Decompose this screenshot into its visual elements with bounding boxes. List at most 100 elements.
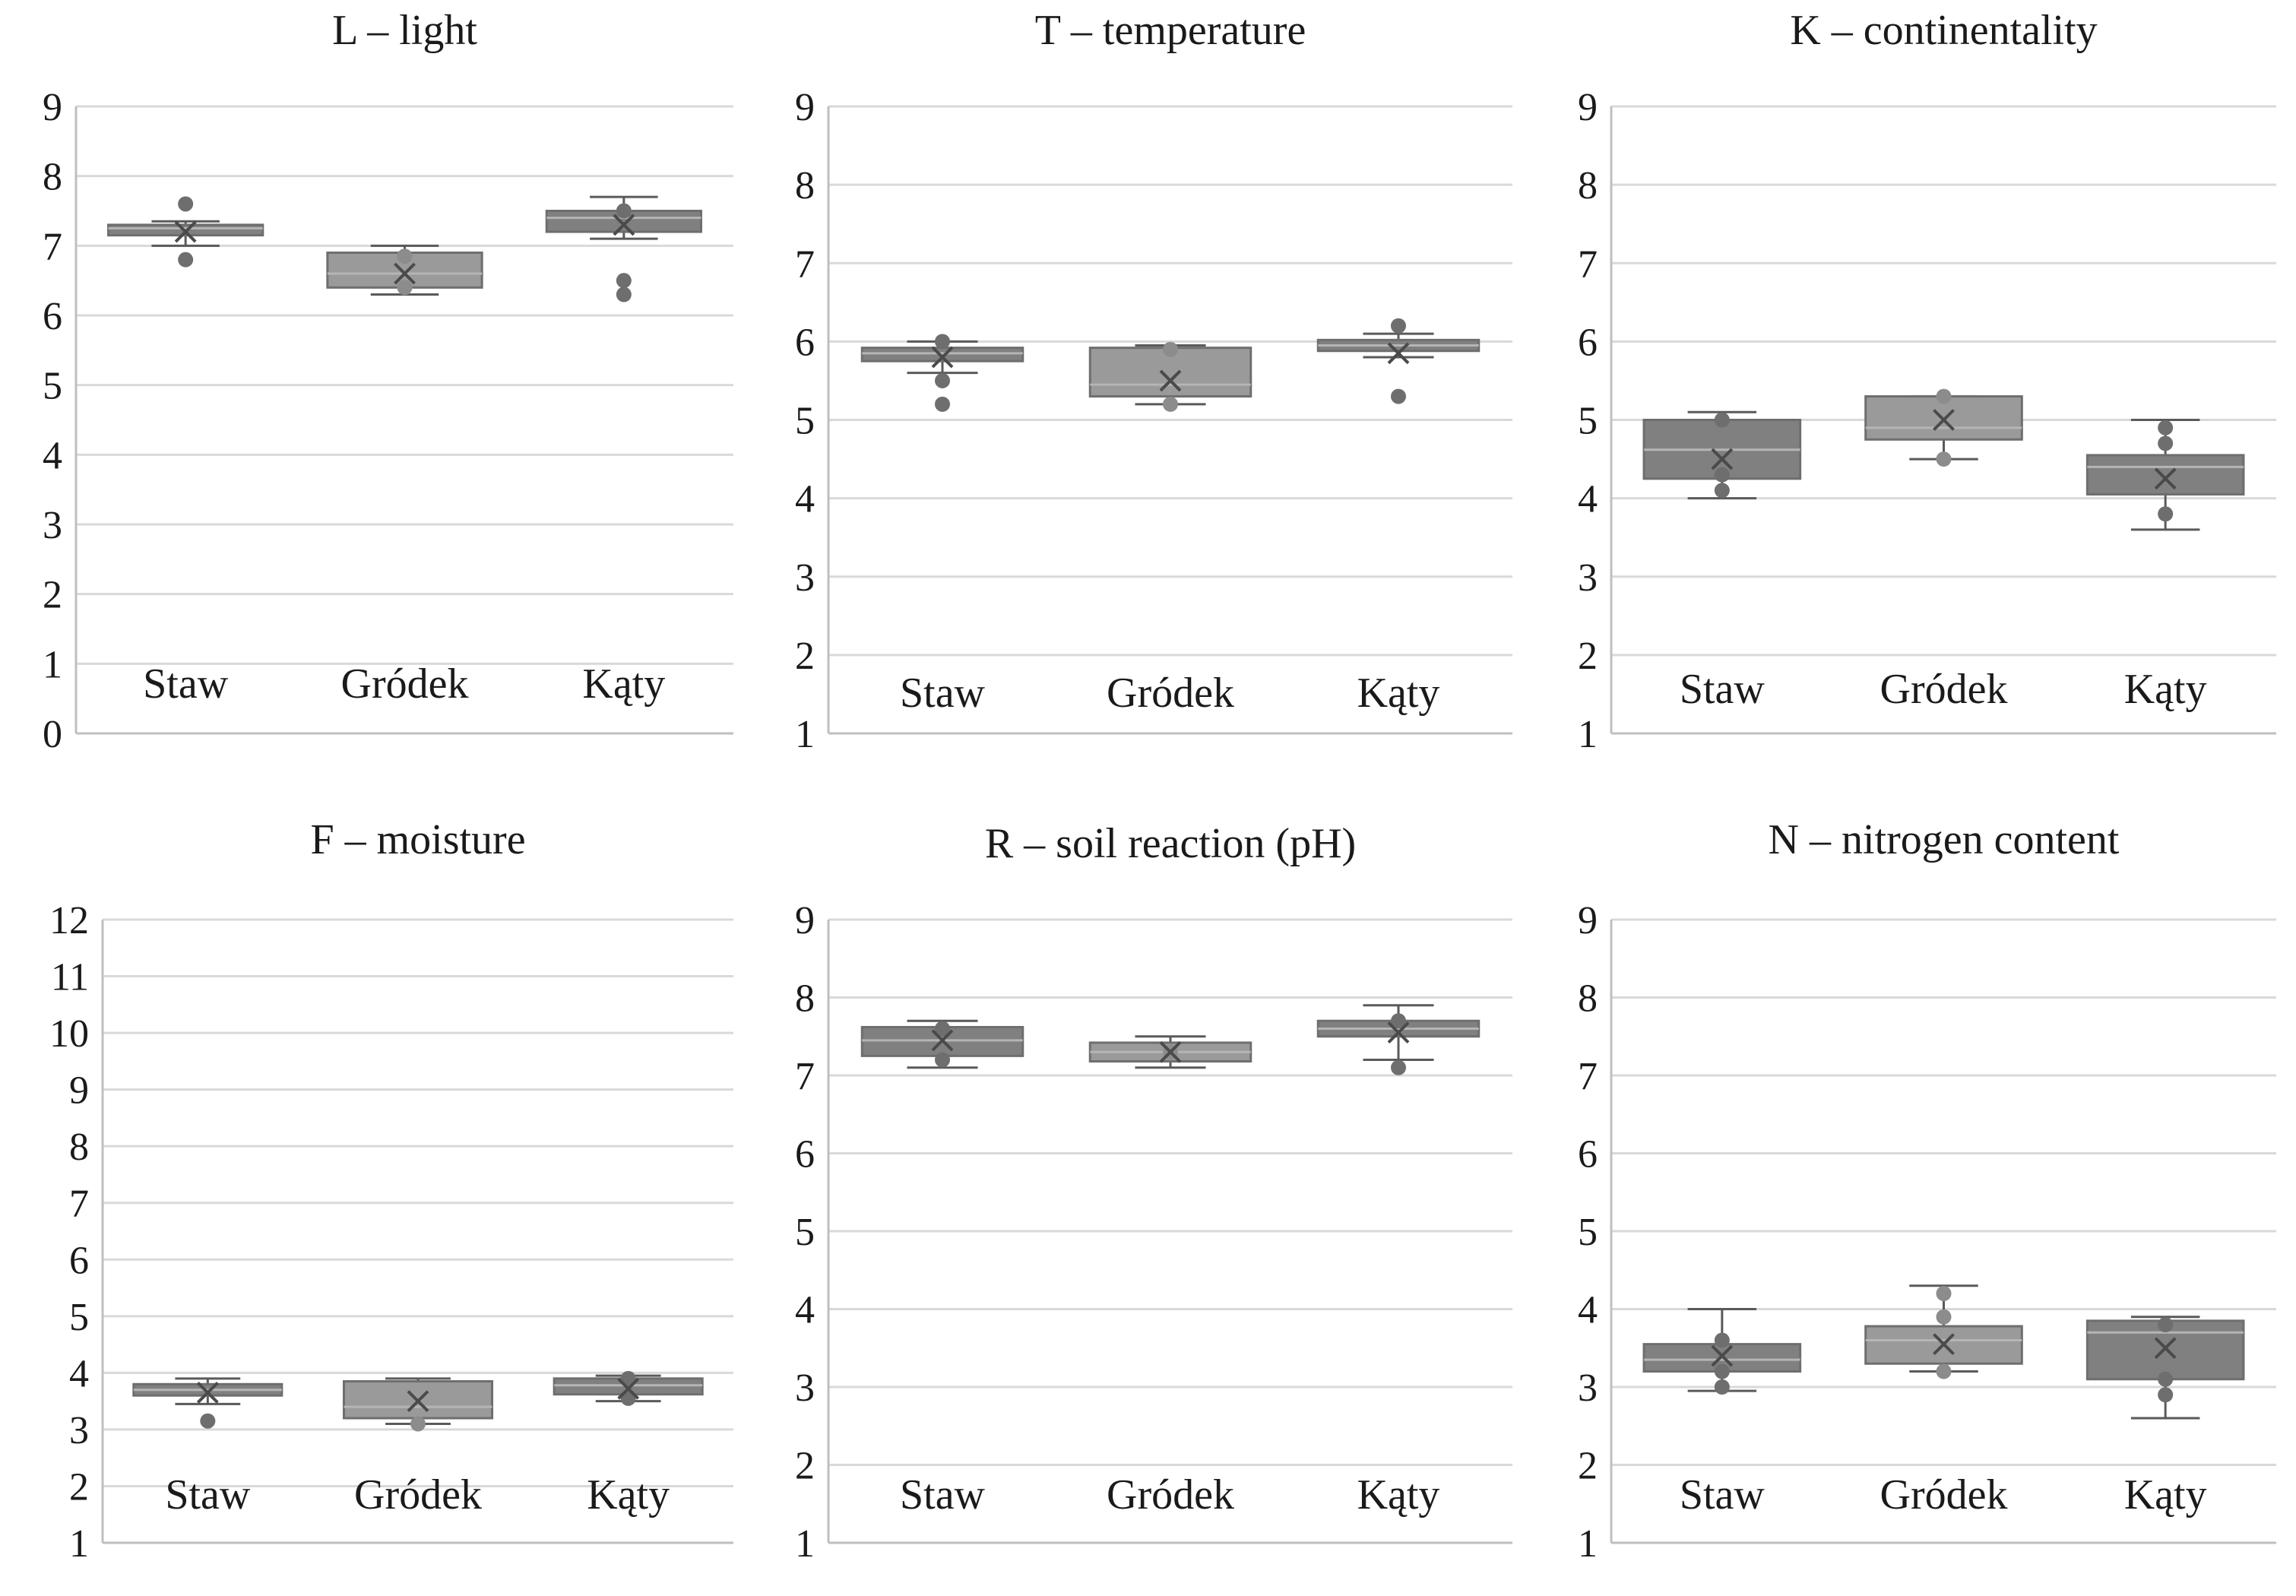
chart-temperature-box-grodek (1088, 341, 1253, 412)
chart-light-box-katy (545, 195, 702, 302)
chart-nitrogen-outlier-point (1714, 1363, 1730, 1379)
chart-nitrogen-outlier-point (1936, 1363, 1952, 1379)
chart-moisture-ytick-label: 4 (69, 1352, 89, 1395)
chart-soil-reaction-title: R – soil reaction (pH) (985, 820, 1356, 867)
chart-moisture-ytick-label: 11 (51, 956, 89, 999)
chart-moisture-category-label: Staw (165, 1471, 251, 1518)
chart-nitrogen-outlier-point (2158, 1387, 2174, 1403)
chart-moisture-box-grodek (342, 1377, 494, 1432)
chart-light-ytick-label: 0 (43, 713, 62, 756)
chart-soil-reaction-mean-marker (1387, 1021, 1410, 1044)
chart-continentality-ytick-label: 7 (1578, 242, 1598, 286)
chart-temperature-category-label: Gródek (1107, 670, 1234, 717)
chart-continentality-outlier-point (1714, 467, 1730, 483)
chart-temperature-outlier-point (935, 334, 950, 350)
chart-light-box-staw (107, 196, 264, 268)
chart-nitrogen-outlier-point (2158, 1317, 2174, 1332)
chart-continentality: K – continentality 1 2 3 4 5 6 7 8 9 Staw Gródek Kąt… (1578, 7, 2276, 756)
chart-light-outlier-point (616, 287, 632, 302)
chart-temperature-outlier-point (1163, 396, 1178, 412)
chart-temperature-ytick-label: 6 (795, 321, 815, 364)
chart-moisture-category-label: Gródek (354, 1471, 482, 1518)
chart-continentality-ytick-label: 8 (1578, 164, 1598, 207)
chart-light-ytick-label: 3 (43, 504, 62, 547)
chart-continentality-box-grodek (1864, 388, 2023, 467)
chart-temperature-outlier-point (1163, 341, 1178, 357)
chart-continentality-ytick-label: 6 (1578, 321, 1598, 364)
chart-soil-reaction-ytick-label: 5 (795, 1211, 815, 1254)
chart-light-outlier-point (616, 273, 632, 289)
chart-moisture-ytick-label: 6 (69, 1239, 89, 1282)
chart-temperature: T – temperature 1 2 3 4 5 6 7 8 9 Staw Gródek Kąty (795, 7, 1512, 756)
chart-light-ytick-label: 2 (43, 574, 62, 617)
chart-soil-reaction-box-grodek (1088, 1035, 1253, 1069)
chart-moisture-mean-marker (407, 1390, 429, 1413)
chart-continentality-ytick-label: 5 (1578, 400, 1598, 443)
chart-light-ytick-label: 9 (43, 86, 62, 129)
chart-moisture-ytick-label: 3 (69, 1409, 89, 1452)
chart-moisture-ytick-label: 7 (69, 1183, 89, 1226)
chart-light-mean-marker (613, 214, 635, 236)
chart-nitrogen-mean-marker (1711, 1344, 1734, 1367)
chart-moisture-outlier-point (410, 1416, 426, 1432)
chart-nitrogen-ytick-label: 8 (1578, 977, 1598, 1021)
chart-temperature-ytick-label: 4 (795, 478, 815, 521)
chart-nitrogen-outlier-point (2158, 1371, 2174, 1387)
chart-moisture-ytick-label: 5 (69, 1296, 89, 1339)
chart-nitrogen-outlier-point (1714, 1332, 1730, 1348)
chart-nitrogen-mean-marker (2154, 1337, 2177, 1360)
chart-temperature-outlier-point (935, 396, 950, 412)
chart-nitrogen-outlier-point (1936, 1286, 1952, 1301)
chart-moisture-ytick-label: 12 (49, 899, 89, 942)
chart-nitrogen-box-staw (1642, 1308, 1802, 1395)
chart-soil-reaction-category-label: Gródek (1107, 1471, 1234, 1518)
chart-continentality-ytick-label: 9 (1578, 86, 1598, 129)
chart-soil-reaction-ytick-label: 2 (795, 1445, 815, 1488)
chart-nitrogen-mean-marker (1933, 1333, 1955, 1356)
chart-temperature-ytick-label: 5 (795, 400, 815, 443)
chart-continentality-outlier-point (1714, 483, 1730, 499)
chart-temperature-ytick-label: 2 (795, 635, 815, 678)
chart-nitrogen-ytick-label: 6 (1578, 1133, 1598, 1176)
chart-moisture-ytick-label: 9 (69, 1069, 89, 1113)
chart-light-box-grodek (326, 244, 483, 296)
chart-continentality-box-staw (1642, 410, 1802, 500)
chart-light-category-label: Kąty (582, 660, 665, 708)
chart-soil-reaction-outlier-point (935, 1021, 950, 1037)
chart-light-ytick-label: 4 (43, 434, 62, 477)
chart-moisture-mean-marker (196, 1382, 219, 1404)
chart-moisture-ytick-label: 2 (69, 1465, 89, 1509)
chart-soil-reaction-mean-marker (1159, 1040, 1182, 1063)
chart-light-outlier-point (616, 203, 632, 219)
chart-temperature-box-staw (860, 334, 1024, 412)
chart-moisture-title: F – moisture (310, 816, 525, 863)
chart-temperature-title: T – temperature (1035, 7, 1306, 54)
chart-temperature-mean-marker (1159, 369, 1182, 392)
chart-soil-reaction-outlier-point (935, 1052, 950, 1068)
chart-light-outlier-point (178, 252, 194, 268)
chart-continentality-title: K – continentality (1790, 7, 2097, 54)
chart-light-ytick-label: 5 (43, 365, 62, 408)
chart-soil-reaction-outlier-point (1391, 1059, 1406, 1075)
chart-continentality-ytick-label: 4 (1578, 478, 1598, 521)
chart-light-category-label: Staw (143, 660, 229, 708)
chart-soil-reaction-ytick-label: 3 (795, 1366, 815, 1410)
chart-temperature-mean-marker (931, 346, 954, 369)
chart-light-outlier-point (397, 280, 413, 296)
chart-temperature-outlier-point (935, 372, 950, 388)
chart-light: L – light 0 1 2 3 4 5 6 7 8 9 Staw Gródek Kąty (43, 7, 733, 756)
chart-moisture-ytick-label: 10 (49, 1012, 89, 1056)
chart-nitrogen-category-label: Gródek (1880, 1471, 2008, 1518)
chart-continentality-mean-marker (1933, 409, 1955, 431)
chart-light-mean-marker (174, 220, 197, 243)
chart-continentality-outlier-point (1714, 412, 1730, 428)
chart-nitrogen-category-label: Kąty (2124, 1471, 2207, 1518)
chart-temperature-ytick-label: 8 (795, 164, 815, 207)
chart-temperature-category-label: Kąty (1357, 670, 1440, 717)
chart-nitrogen-ytick-label: 3 (1578, 1366, 1598, 1410)
chart-temperature-mean-marker (1387, 342, 1410, 365)
chart-moisture-ytick-label: 1 (69, 1522, 89, 1566)
chart-moisture-outlier-point (200, 1413, 216, 1429)
